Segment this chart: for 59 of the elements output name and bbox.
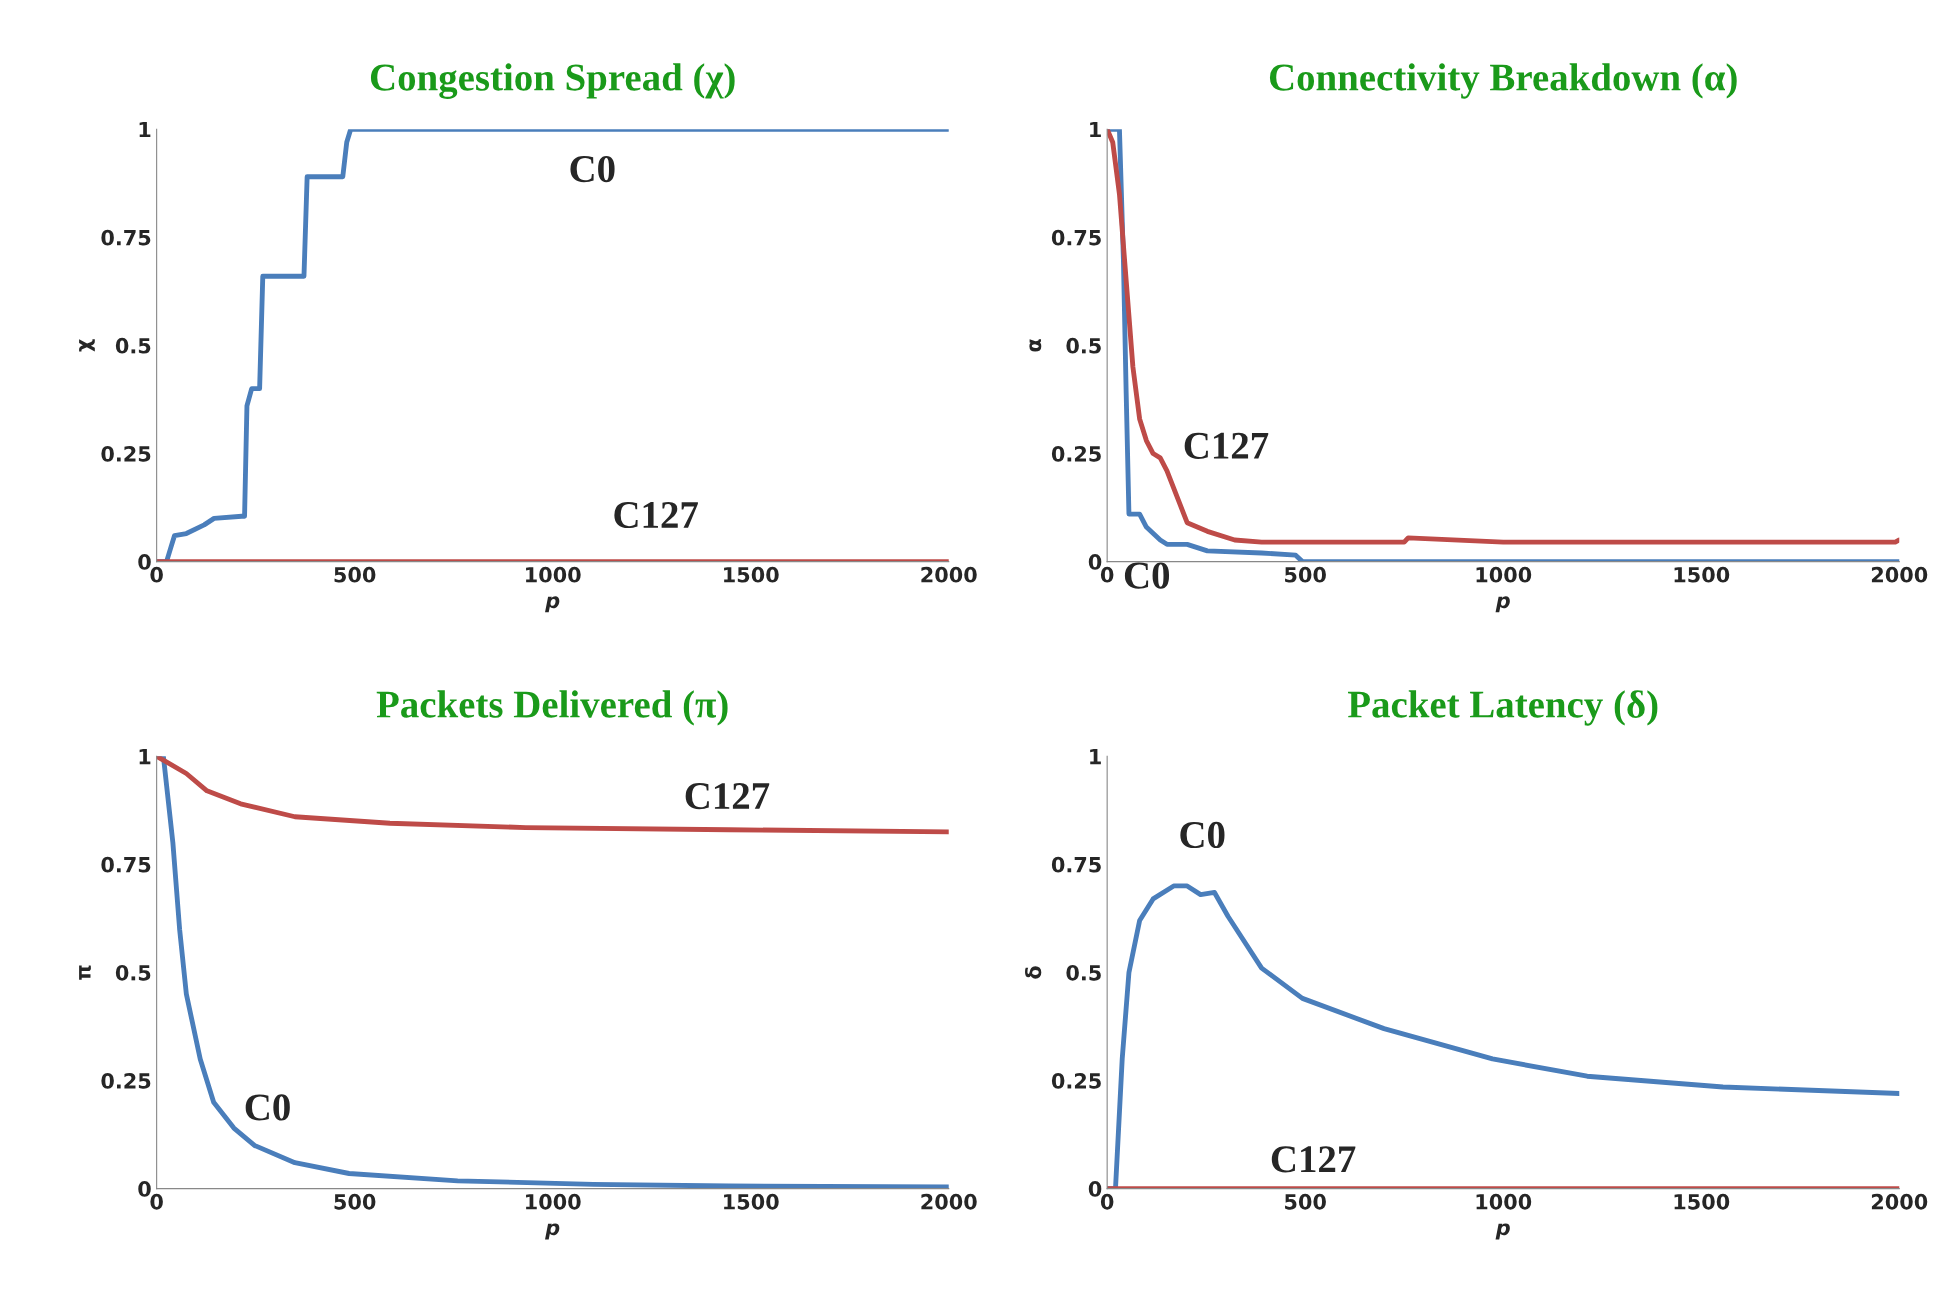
chart-title: Packet Latency (δ) [1347, 690, 1658, 726]
y-tick-label: 0.75 [101, 229, 151, 246]
y-tick-label: 1 [1090, 121, 1101, 138]
chart-title: Packets Delivered (π) [376, 690, 728, 726]
y-tick-label: 0.5 [115, 337, 151, 354]
x-tick-label: 1500 [724, 566, 779, 583]
y-tick-label: 0 [1088, 554, 1102, 570]
y-tick-label: 0.25 [1051, 1072, 1101, 1089]
y-tick-label: 0.25 [101, 445, 151, 462]
y-tick-label: 0 [138, 1181, 151, 1197]
line-series [156, 756, 949, 835]
chart-title: Connectivity Breakdown (α) [1269, 63, 1737, 99]
y-tick-label: 0.5 [1066, 337, 1101, 354]
y-tick-label: 0 [1088, 1181, 1102, 1197]
y-tick-label: 0.25 [101, 1072, 151, 1089]
chart-title: Congestion Spread (χ) [370, 63, 735, 99]
x-tick-label: 0 [150, 566, 163, 583]
x-axis-title: p [1495, 1223, 1510, 1240]
y-tick-label: 1 [139, 748, 151, 765]
y-axis-title: α [1029, 339, 1042, 352]
y-axis-title: χ [79, 339, 95, 352]
series-label: C0 [1124, 562, 1170, 589]
y-tick-label: 0.75 [101, 856, 151, 873]
x-tick-label: 2000 [921, 566, 977, 583]
x-tick-label: 500 [1285, 1193, 1326, 1210]
x-tick-label: 1000 [526, 566, 581, 583]
x-tick-label: 1500 [724, 1193, 779, 1210]
series-label: C127 [1184, 432, 1269, 459]
series-label: C127 [685, 783, 770, 810]
x-tick-label: 1000 [526, 1193, 581, 1210]
y-tick-label: 1 [139, 121, 151, 138]
y-tick-label: 0.5 [115, 964, 151, 981]
x-axis-title: p [545, 1223, 560, 1240]
x-tick-label: 1000 [1476, 566, 1532, 583]
x-tick-label: 500 [334, 566, 376, 583]
x-tick-label: 2000 [1871, 566, 1928, 583]
series-label: C0 [570, 155, 615, 183]
y-tick-label: 0 [138, 554, 151, 570]
x-tick-label: 1000 [1476, 1193, 1532, 1210]
y-tick-label: 1 [1090, 748, 1101, 765]
x-tick-label: 1500 [1674, 566, 1730, 583]
y-tick-label: 0.75 [1051, 856, 1101, 873]
series-label: C127 [614, 501, 698, 529]
x-tick-label: 1500 [1674, 1193, 1730, 1210]
y-axis-title: δ [1025, 966, 1042, 979]
x-axis-title: p [1495, 596, 1510, 613]
y-tick-label: 0.5 [1066, 964, 1101, 981]
y-tick-label: 0.75 [1051, 229, 1101, 246]
y-tick-label: 0.25 [1051, 445, 1101, 462]
x-axis-title: p [545, 596, 560, 613]
y-axis-title: π [79, 965, 91, 980]
series-label: C0 [1180, 821, 1225, 849]
series-label: C127 [1271, 1146, 1356, 1173]
series-label: C0 [245, 1094, 290, 1121]
x-tick-label: 0 [150, 1193, 163, 1210]
x-tick-label: 2000 [921, 1193, 977, 1210]
x-tick-label: 2000 [1871, 1193, 1928, 1210]
x-tick-label: 500 [1285, 566, 1326, 583]
x-tick-label: 500 [334, 1193, 376, 1210]
